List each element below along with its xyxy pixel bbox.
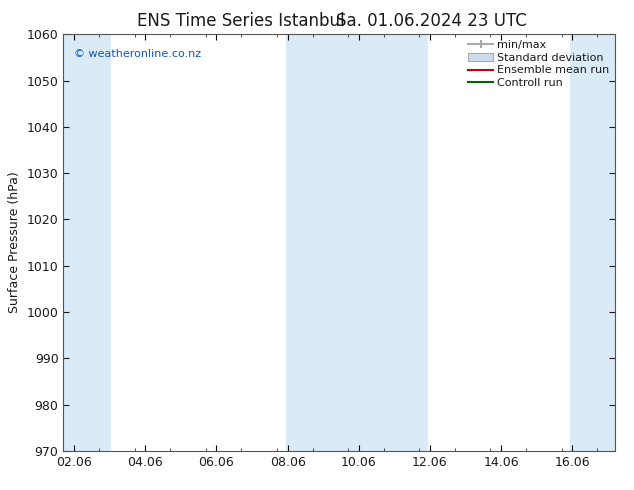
Bar xyxy=(571,34,615,451)
Bar xyxy=(286,34,428,451)
Y-axis label: Surface Pressure (hPa): Surface Pressure (hPa) xyxy=(8,172,21,314)
Bar xyxy=(63,34,112,451)
Text: © weatheronline.co.nz: © weatheronline.co.nz xyxy=(74,49,202,59)
Text: Sa. 01.06.2024 23 UTC: Sa. 01.06.2024 23 UTC xyxy=(336,12,526,30)
Legend: min/max, Standard deviation, Ensemble mean run, Controll run: min/max, Standard deviation, Ensemble me… xyxy=(466,38,612,91)
Text: ENS Time Series Istanbul: ENS Time Series Istanbul xyxy=(137,12,345,30)
